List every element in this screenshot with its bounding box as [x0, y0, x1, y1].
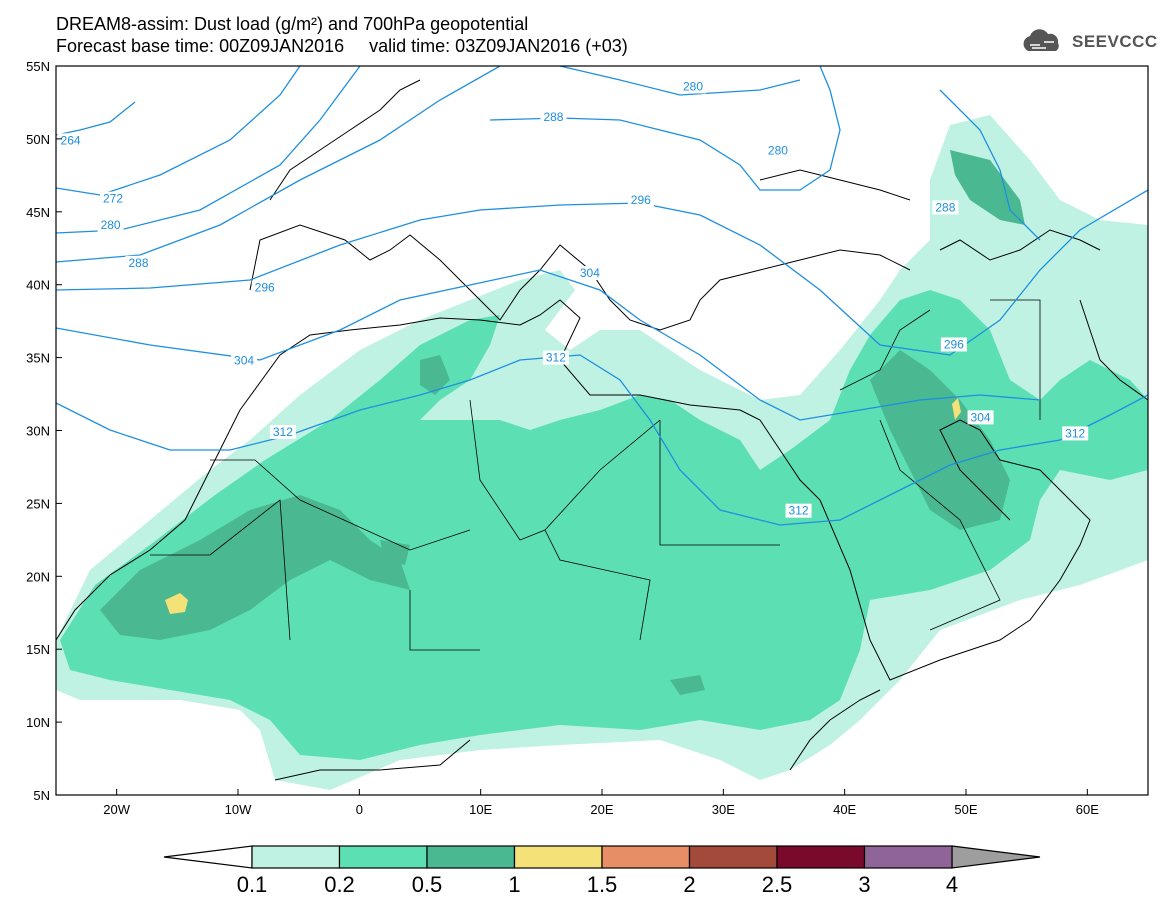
lon-tick-label: 40E — [833, 802, 856, 817]
colorbar-high-arrow — [951, 845, 1041, 869]
lat-tick-label: 15N — [26, 642, 50, 657]
colorbar-swatch — [251, 845, 341, 869]
lat-tick-label: 30N — [26, 424, 50, 439]
lat-tick-label: 25N — [26, 496, 50, 511]
colorbar-swatch — [863, 845, 953, 869]
contour-label-bg — [540, 110, 567, 125]
colorbar-label: 1.5 — [587, 872, 618, 897]
dust-level-1 — [165, 398, 961, 614]
colorbar-label: 1 — [508, 872, 520, 897]
contour-label-bg — [251, 280, 278, 295]
contour-label-bg — [680, 79, 706, 94]
contour-label: 280 — [683, 79, 703, 93]
colorbar-label: 0.1 — [237, 872, 268, 897]
title-line-1: DREAM8-assim: Dust load (g/m²) and 700hP… — [56, 14, 529, 34]
colorbar-low-arrow — [163, 845, 253, 869]
contour-label: 280 — [101, 218, 121, 232]
contour-label-bg — [57, 133, 84, 148]
colorbar-swatch — [513, 845, 603, 869]
colorbar-swatch — [338, 845, 428, 869]
title-line-2: Forecast base time: 00Z09JAN2016 valid t… — [56, 36, 628, 56]
lat-tick-label: 45N — [26, 205, 50, 220]
contour-label: 272 — [103, 192, 123, 206]
colorbar-swatch — [688, 845, 778, 869]
contour-label: 304 — [580, 266, 600, 280]
contour-labels: 264 272 280 288 296 304 312 312 304 296 288 280 280 2… — [57, 79, 1089, 518]
contour-label: 288 — [128, 256, 148, 270]
logo-text: SEEVCCC — [1072, 32, 1158, 51]
country-borders — [150, 299, 1041, 651]
lon-tick-label: 0 — [356, 802, 363, 817]
lon-tick-label: 30E — [712, 802, 735, 817]
lon-tick-label: 50E — [954, 802, 977, 817]
latitude-axis: 55N 50N 45N 40N 35N 30N 25N 20N 15N 10N 5N — [26, 59, 62, 803]
contour-label: 312 — [273, 425, 293, 439]
lat-tick-label: 20N — [26, 569, 50, 584]
contour-label: 264 — [61, 133, 81, 147]
contour-label-bg — [576, 266, 603, 281]
colorbar: 0.1 0.2 0.5 1 1.5 2 2.5 3 4 — [163, 845, 1041, 897]
lat-tick-label: 10N — [26, 715, 50, 730]
contour-label-bg — [627, 193, 654, 208]
colorbar-label: 0.5 — [412, 872, 443, 897]
contour-label: 304 — [971, 410, 991, 424]
lon-tick-label: 60E — [1076, 802, 1099, 817]
colorbar-label: 2 — [683, 872, 695, 897]
contour-label-bg — [542, 350, 569, 365]
lat-tick-label: 50N — [26, 132, 50, 147]
lon-tick-label: 10W — [225, 802, 252, 817]
cloud-icon — [1023, 29, 1059, 51]
contour-label-bg — [967, 410, 994, 425]
longitude-axis: 20W 10W 0 10E 20E 30E 40E 50E 60E — [103, 789, 1099, 817]
geopotential-contours — [56, 66, 1148, 526]
contour-label: 312 — [546, 351, 566, 365]
contour-label: 296 — [631, 193, 651, 207]
contour-label: 296 — [255, 281, 275, 295]
colorbar-label: 4 — [946, 872, 958, 897]
contour-label-bg — [940, 337, 967, 352]
contour-label: 288 — [935, 200, 955, 214]
contour-label-bg — [1062, 426, 1089, 441]
contour-label: 304 — [234, 354, 254, 368]
contour-label-bg — [785, 503, 812, 518]
contour-label: 312 — [1065, 426, 1085, 440]
contour-label: 312 — [789, 504, 809, 518]
contour-label: 280 — [768, 144, 788, 158]
colorbar-label: 3 — [858, 872, 870, 897]
lon-tick-label: 10E — [469, 802, 492, 817]
contour-label-bg — [231, 353, 258, 368]
colorbar-label: 2.5 — [762, 872, 793, 897]
seevccc-logo: SEEVCCC — [1018, 28, 1158, 56]
lat-tick-label: 35N — [26, 351, 50, 366]
contour-label-bg — [764, 143, 791, 158]
contour-label: 296 — [944, 337, 964, 351]
lon-tick-label: 20W — [103, 802, 130, 817]
contour-label-bg — [100, 191, 127, 206]
lat-tick-label: 5N — [33, 788, 50, 803]
lat-tick-label: 55N — [26, 59, 50, 74]
colorbar-swatch — [601, 845, 691, 869]
contour-label-bg — [125, 255, 152, 270]
coastlines — [56, 79, 1148, 781]
colorbar-swatch — [776, 845, 866, 869]
contour-label-bg — [97, 217, 124, 232]
contour-label-bg — [932, 200, 959, 215]
lon-tick-label: 20E — [590, 802, 613, 817]
contour-label: 288 — [543, 110, 563, 124]
colorbar-label: 0.2 — [324, 872, 355, 897]
lat-tick-label: 40N — [26, 278, 50, 293]
colorbar-swatch — [426, 845, 516, 869]
contour-label-bg — [269, 424, 296, 439]
